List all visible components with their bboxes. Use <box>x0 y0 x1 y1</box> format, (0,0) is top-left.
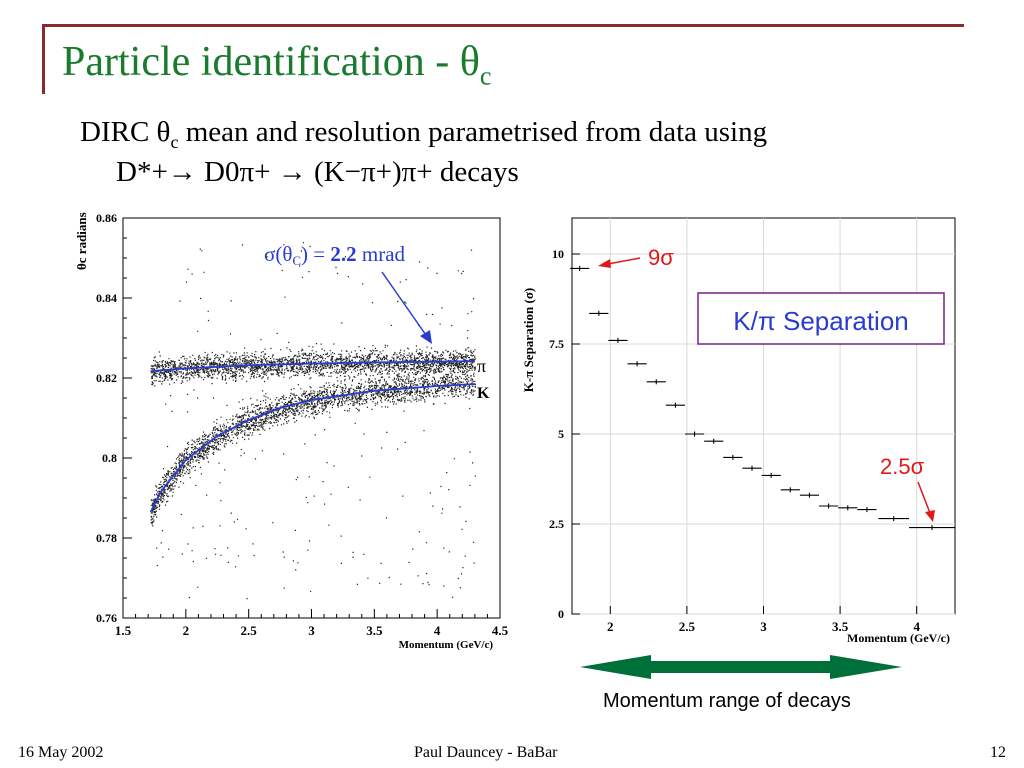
chart1-annotation-arrow <box>381 271 429 339</box>
chart1-xtick-label: 3 <box>308 623 315 638</box>
chart2-data-points <box>570 265 955 531</box>
chart1-ytick-label: 0.84 <box>96 291 117 305</box>
chart2-xtick-label: 4 <box>913 619 920 634</box>
chart1-k-label: K <box>477 385 490 402</box>
chart2-data-point <box>665 402 685 408</box>
chart2-data-point <box>819 503 839 509</box>
chart1-fit-curves <box>149 360 475 513</box>
chart2-data-point <box>761 472 781 478</box>
chart1-fit-pi <box>150 360 475 373</box>
chart1-annotation-arrowhead <box>420 330 432 344</box>
chart1-ytick-label: 0.78 <box>96 531 117 545</box>
chart1-xtick-label: 3.5 <box>366 623 383 638</box>
chart2-ytick-label: 2.5 <box>549 517 564 531</box>
chart2-ytick-label: 10 <box>552 247 564 261</box>
chart2-ytick-label: 0 <box>558 607 564 621</box>
frame-left-line <box>42 24 45 94</box>
chart2-xlabel: Momentum (GeV/c) <box>847 631 950 645</box>
chart2-xtick-label: 3 <box>760 619 767 634</box>
chart1-xtick-label: 2 <box>183 623 190 638</box>
chart1-xtick-label: 4.5 <box>492 623 509 638</box>
chart2-xtick-label: 2.5 <box>679 619 696 634</box>
chart1-xlabel: Momentum (GeV/c) <box>399 639 494 651</box>
chart2-annotation-2p5sigma: 2.5σ <box>880 454 925 479</box>
chart2-data-point <box>646 379 666 385</box>
chart1-ytick-label: 0.86 <box>96 211 117 225</box>
momentum-range-arrow <box>580 655 902 679</box>
chart2-xtick-label: 3.5 <box>832 619 849 634</box>
chart2-arrow-9sigma <box>607 257 641 265</box>
chart2-data-point <box>608 337 628 343</box>
footer-author: Paul Dauncey - BaBar <box>414 744 558 761</box>
chart1-xtick-label: 2.5 <box>241 623 258 638</box>
chart1-ytick-label: 0.76 <box>96 611 117 625</box>
chart1-fit-k <box>149 383 475 513</box>
chart2-data-point <box>570 265 590 271</box>
separation-label: K/π Separation <box>733 306 909 336</box>
chart2-data-point <box>742 465 762 471</box>
chart1-ytick-label: 0.82 <box>96 371 117 385</box>
frame-top-line <box>42 24 964 27</box>
chart2-data-point <box>878 516 910 522</box>
subtitle-line-2: D*+→ D0π+ → (K−π+)π+ decays <box>116 156 519 188</box>
chart1-xtick-label: 1.5 <box>115 623 132 638</box>
chart2-data-point <box>780 487 800 493</box>
chart2-ylabel: K-π Separation (σ) <box>521 288 536 392</box>
chart1-pi-label: π <box>477 356 486 376</box>
chart2-data-point <box>684 431 705 437</box>
chart1-resolution-annotation: σ(θC) = 2.2 mrad <box>264 242 406 268</box>
slide-title: Particle identification - θc <box>62 39 492 91</box>
chart2-data-point <box>857 507 877 513</box>
chart2-data-point <box>704 438 724 444</box>
chart2-ytick-label: 7.5 <box>549 337 564 351</box>
chart2-data-point <box>799 492 820 498</box>
footer-page-number: 12 <box>990 744 1006 761</box>
chart2-annotation-9sigma: 9σ <box>648 245 674 270</box>
chart2-xtick-label: 2 <box>607 619 614 634</box>
chart2-data-point <box>627 361 647 367</box>
chart2-arrowhead-2p5sigma <box>925 510 935 522</box>
chart2-arrow-2p5sigma <box>917 481 931 514</box>
chart2-grid <box>572 218 955 615</box>
chart1-ticks: 1.5 2 2.5 3 3.5 4 4.5 0.76 0.78 0.8 0.82 0.84 0.86 <box>96 211 509 638</box>
separation-label-box <box>697 292 945 345</box>
chart2-ticks: 2 2.5 3 3.5 4 0 2.5 5 7.5 10 <box>549 247 920 634</box>
chart1-xtick-label: 4 <box>434 623 441 638</box>
chart2-ytick-label: 5 <box>558 427 564 441</box>
chart1-ytick-label: 0.8 <box>102 451 117 465</box>
chart2-data-point <box>838 505 858 511</box>
subtitle-line-1: DIRC θc mean and resolution parametrised… <box>80 116 768 152</box>
chart1-ylabel: θc radians <box>74 212 89 270</box>
footer-date: 16 May 2002 <box>18 744 104 761</box>
chart2-arrowhead-9sigma <box>598 259 611 268</box>
chart2-data-point <box>589 310 609 316</box>
momentum-range-label: Momentum range of decays <box>603 690 851 712</box>
chart2-data-point <box>723 454 743 460</box>
chart2-data-point <box>909 525 955 531</box>
